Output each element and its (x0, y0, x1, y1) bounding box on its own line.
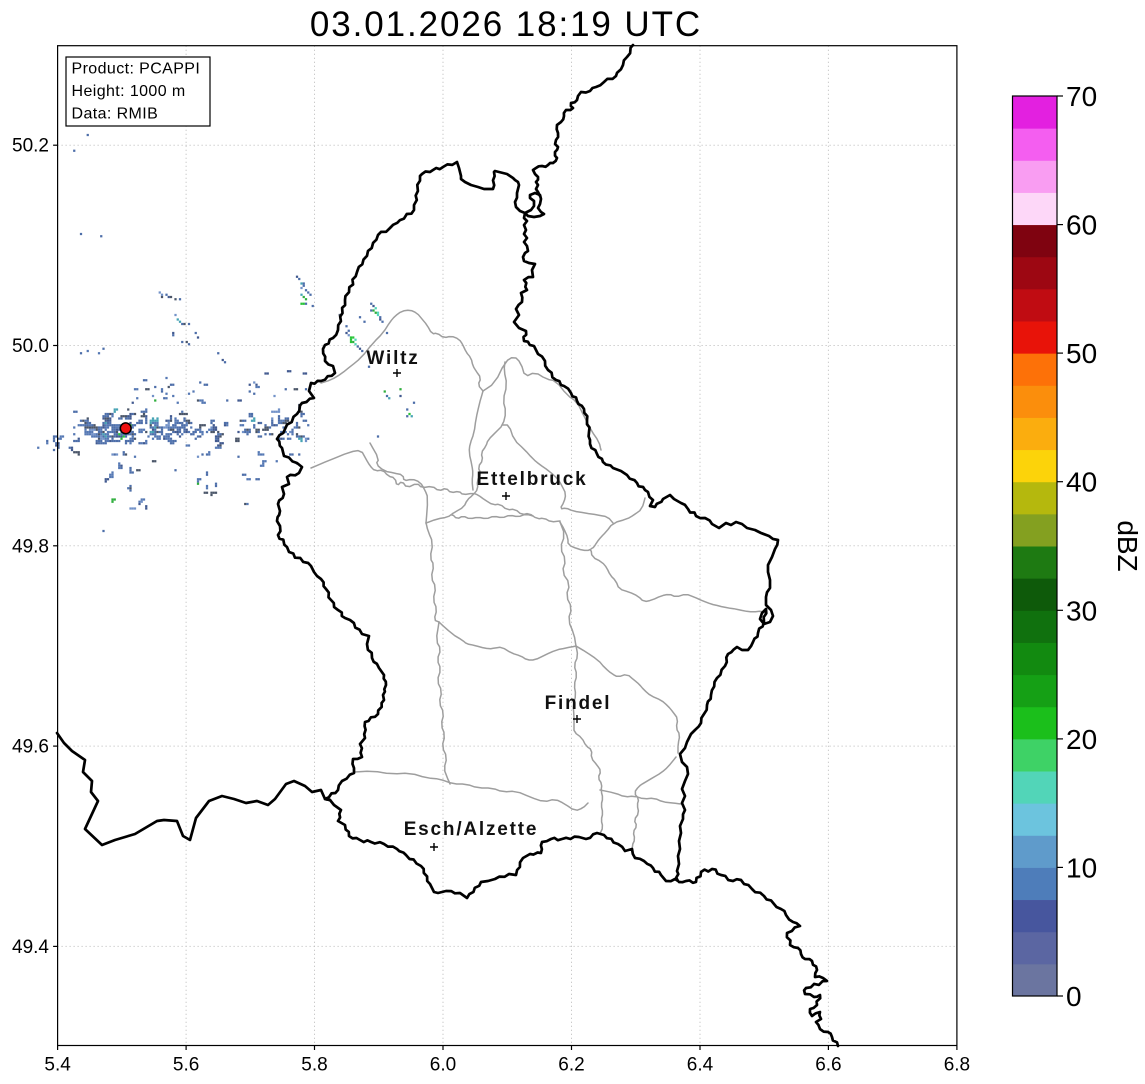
svg-text:0: 0 (1066, 981, 1082, 1012)
svg-text:10: 10 (1066, 852, 1097, 883)
svg-text:Ettelbruck: Ettelbruck (477, 469, 588, 490)
svg-text:20: 20 (1066, 724, 1097, 755)
svg-text:Product: PCAPPI: Product: PCAPPI (72, 61, 201, 78)
svg-text:50.0: 50.0 (12, 336, 49, 357)
svg-text:Height: 1000 m: Height: 1000 m (72, 83, 186, 100)
svg-text:6.8: 6.8 (944, 1055, 970, 1076)
svg-text:30: 30 (1066, 595, 1097, 626)
svg-text:49.4: 49.4 (12, 937, 49, 958)
svg-text:Data: RMIB: Data: RMIB (72, 106, 159, 123)
svg-text:49.6: 49.6 (12, 737, 49, 758)
svg-text:40: 40 (1066, 467, 1097, 498)
svg-text:5.4: 5.4 (44, 1055, 71, 1076)
svg-text:Findel: Findel (545, 693, 612, 714)
svg-text:Wiltz: Wiltz (366, 348, 419, 369)
svg-text:60: 60 (1066, 210, 1097, 241)
svg-text:dBZ: dBZ (1112, 520, 1143, 571)
svg-text:6.2: 6.2 (558, 1055, 584, 1076)
svg-text:50: 50 (1066, 338, 1097, 369)
svg-text:6.0: 6.0 (430, 1055, 456, 1076)
svg-text:Esch/Alzette: Esch/Alzette (404, 819, 539, 840)
svg-text:6.6: 6.6 (815, 1055, 841, 1076)
svg-text:5.6: 5.6 (173, 1055, 199, 1076)
svg-text:50.2: 50.2 (12, 136, 49, 157)
svg-text:03.01.2026 18:19 UTC: 03.01.2026 18:19 UTC (310, 5, 702, 44)
svg-text:70: 70 (1066, 81, 1097, 112)
svg-text:6.4: 6.4 (687, 1055, 714, 1076)
svg-text:5.8: 5.8 (301, 1055, 327, 1076)
svg-text:49.8: 49.8 (12, 536, 49, 557)
